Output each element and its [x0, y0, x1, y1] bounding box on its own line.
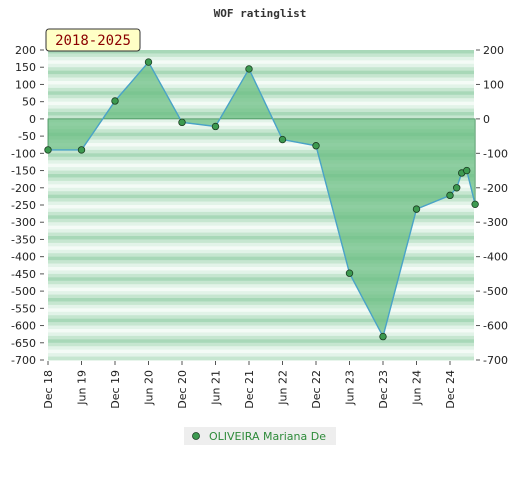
y-tick-label-left: -600	[11, 320, 36, 333]
data-point-3	[144, 58, 153, 66]
period-label: 2018-2025	[55, 33, 131, 49]
y-tick-label-right: 200	[483, 44, 504, 57]
y-tick-label-left: -500	[11, 285, 36, 298]
y-tick-label-left: -350	[11, 233, 36, 246]
x-tick-label: Dec 20	[176, 370, 189, 409]
y-tick-label-left: 200	[15, 44, 36, 57]
data-point-15	[463, 166, 471, 175]
y-tick-label-right: -500	[483, 285, 508, 298]
y-tick-label-right: -100	[483, 147, 508, 160]
y-tick-label-left: 0	[29, 113, 36, 126]
y-axis-right: 200 100 0 -100 -200 -300 -400 -500 -600 -700	[476, 44, 508, 367]
x-tick-label: Dec 24	[444, 370, 457, 409]
y-tick-label-right: 0	[483, 113, 490, 126]
data-point-4	[178, 118, 186, 127]
y-tick-label-right: -400	[483, 251, 508, 264]
y-tick-label-left: -650	[11, 337, 36, 350]
x-tick-label: Dec 22	[310, 370, 323, 409]
y-axis-left: 200 150 100 50 0 -50 -100 -150 -200 -250 -300 -350 -…	[11, 44, 44, 367]
y-tick-label-left: -150	[11, 165, 36, 178]
x-tick-label: Jun 19	[76, 370, 89, 406]
x-tick-label: Jun 22	[277, 370, 290, 406]
x-tick-label: Dec 19	[109, 370, 122, 409]
x-tick-label: Jun 23	[344, 370, 357, 406]
data-point-8	[312, 142, 320, 150]
data-point-11	[412, 205, 421, 213]
x-tick-label: Dec 23	[377, 370, 390, 409]
y-tick-label-left: -50	[18, 130, 36, 143]
y-tick-label-left: -100	[11, 147, 36, 160]
data-point-9	[345, 269, 354, 277]
legend-series-label: OLIVEIRA Mariana De	[209, 430, 326, 443]
data-point-12	[446, 191, 454, 200]
y-tick-label-right: -200	[483, 182, 508, 195]
markers-layer	[44, 58, 479, 341]
y-tick-label-right: -300	[483, 216, 508, 229]
data-point-16	[471, 200, 479, 209]
y-tick-label-left: -250	[11, 199, 36, 212]
data-point-6	[245, 65, 253, 73]
y-tick-label-left: -300	[11, 216, 36, 229]
chart-title: WOF ratinglist	[214, 7, 307, 20]
x-tick-label: Jun 21	[210, 370, 223, 406]
x-axis: Dec 18 Jun 19 Dec 19 Jun 20 Dec 20 Jun 21 Dec …	[42, 361, 457, 409]
y-tick-label-right: 100	[483, 78, 504, 91]
y-tick-label-left: 50	[22, 96, 36, 109]
legend: OLIVEIRA Mariana De	[184, 427, 336, 445]
x-tick-label: Jun 20	[143, 370, 156, 406]
data-point-7	[278, 135, 287, 144]
y-tick-label-left: -550	[11, 302, 36, 315]
x-tick-label: Dec 18	[42, 370, 55, 409]
y-tick-label-left: -400	[11, 251, 36, 264]
y-tick-label-left: -200	[11, 182, 36, 195]
y-tick-label-left: 150	[15, 61, 36, 74]
period-label-box: 2018-2025	[45, 28, 141, 52]
y-tick-label-left: -700	[11, 354, 36, 367]
y-tick-label-right: -600	[483, 320, 508, 333]
x-tick-label: Dec 21	[243, 370, 256, 409]
legend-marker-icon	[192, 432, 200, 440]
data-point-10	[379, 332, 387, 341]
data-point-5	[211, 122, 220, 131]
y-tick-label-right: -700	[483, 354, 508, 367]
data-point-13	[453, 184, 461, 192]
x-tick-label: Jun 24	[411, 370, 424, 406]
y-tick-label-left: -450	[11, 268, 36, 281]
data-point-1	[77, 146, 86, 154]
y-tick-label-left: 100	[15, 78, 36, 91]
data-point-2	[111, 97, 119, 105]
data-point-0	[44, 146, 52, 154]
